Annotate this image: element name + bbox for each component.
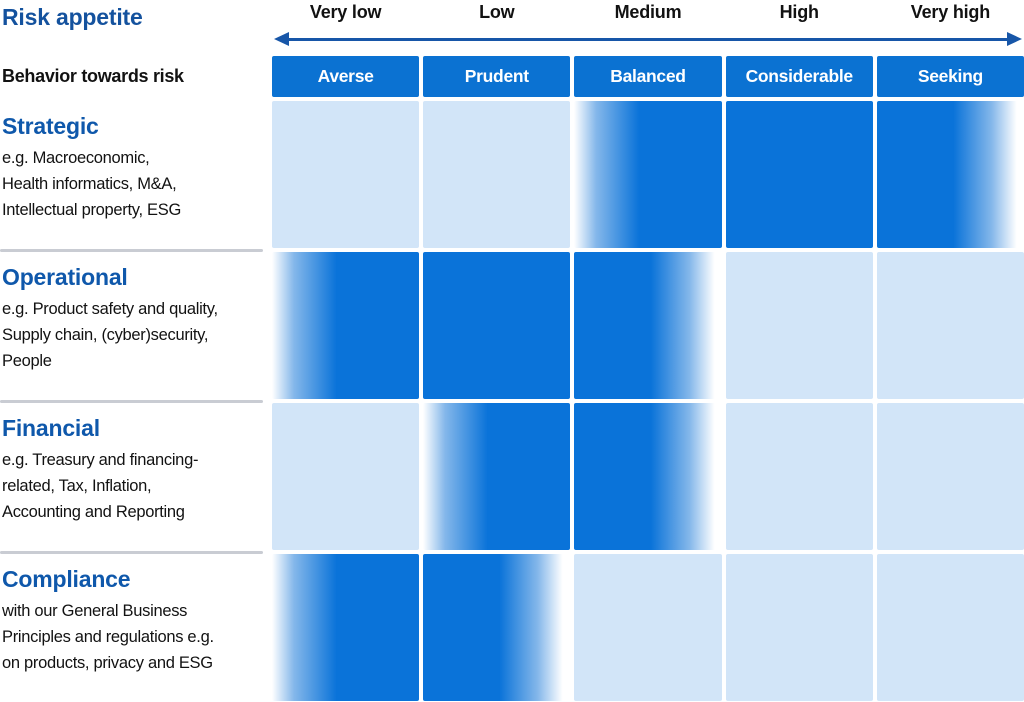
matrix-cell-compliance-averse [272, 554, 420, 701]
matrix-cell-compliance-prudent [423, 554, 571, 701]
row-label-operational: Operational e.g. Product safety and quali… [0, 252, 268, 403]
matrix-cell-strategic-considerable [725, 101, 873, 248]
row-description-line: e.g. Macroeconomic, [2, 149, 150, 167]
matrix-cell-financial-prudent [423, 403, 571, 550]
behavior-header-area: Behavior towards risk [0, 56, 268, 97]
matrix-cell-strategic-seeking [876, 101, 1024, 248]
matrix-cell-operational-averse [272, 252, 420, 399]
row-description-line: Health informatics, M&A, [2, 175, 177, 193]
behavior-label: Behavior towards risk [2, 66, 184, 86]
scale-labels: Very low Low Medium High Very high [272, 0, 1024, 52]
matrix-cell-operational-prudent [423, 252, 571, 399]
corner-title-area: Risk appetite [0, 0, 268, 52]
column-header-prudent: Prudent [423, 56, 571, 97]
scale-label-very-low: Very low [309, 2, 382, 22]
page-title: Risk appetite [2, 4, 143, 30]
matrix-cell-financial-considerable [725, 403, 873, 550]
matrix-cell-financial-seeking [876, 403, 1024, 550]
matrix-cell-financial-balanced [574, 403, 722, 550]
section-divider [0, 249, 263, 252]
row-description-line: Supply chain, (cyber)security, [2, 326, 209, 344]
row-description-line: related, Tax, Inflation, [2, 477, 152, 495]
row-description-line: Intellectual property, ESG [2, 201, 181, 219]
scale-label-very-high: Very high [910, 2, 991, 22]
row-title-strategic: Strategic [2, 113, 99, 139]
section-divider [0, 551, 263, 554]
column-header-averse: Averse [272, 56, 420, 97]
row-title-compliance: Compliance [2, 566, 131, 592]
matrix-cell-strategic-prudent [423, 101, 571, 248]
row-description-line: e.g. Product safety and quality, [2, 300, 218, 318]
row-description-line: Accounting and Reporting [2, 503, 185, 521]
row-description-line: Principles and regulations e.g. [2, 628, 214, 646]
row-description-line: on products, privacy and ESG [2, 654, 213, 672]
row-label-financial: Financial e.g. Treasury and financing-rel… [0, 403, 268, 554]
scale-label-medium: Medium [614, 2, 682, 22]
column-header-considerable: Considerable [725, 56, 873, 97]
row-description-line: with our General Business [2, 602, 188, 620]
matrix-cell-operational-considerable [725, 252, 873, 399]
row-title-financial: Financial [2, 415, 100, 441]
matrix-cell-operational-seeking [876, 252, 1024, 399]
matrix-cell-strategic-averse [272, 101, 420, 248]
matrix-cell-compliance-balanced [574, 554, 722, 701]
appetite-scale-row: Very low Low Medium High Very high [272, 0, 1024, 52]
row-label-strategic: Strategic e.g. Macroeconomic, Health infor… [0, 101, 268, 252]
matrix-cell-strategic-balanced [574, 101, 722, 248]
column-header-balanced: Balanced [574, 56, 722, 97]
double-arrow-icon [274, 32, 1022, 46]
matrix-cell-financial-averse [272, 403, 420, 550]
matrix-cell-compliance-seeking [876, 554, 1024, 701]
matrix-cell-operational-balanced [574, 252, 722, 399]
row-description-line: e.g. Treasury and financing- [2, 451, 199, 469]
row-description-line: People [2, 352, 52, 370]
section-divider [0, 400, 263, 403]
column-header-seeking: Seeking [876, 56, 1024, 97]
scale-label-low: Low [479, 2, 515, 22]
matrix-cell-compliance-considerable [725, 554, 873, 701]
row-label-compliance: Compliance with our General Business Princ… [0, 554, 268, 701]
scale-label-high: High [779, 2, 819, 22]
row-title-operational: Operational [2, 264, 128, 290]
